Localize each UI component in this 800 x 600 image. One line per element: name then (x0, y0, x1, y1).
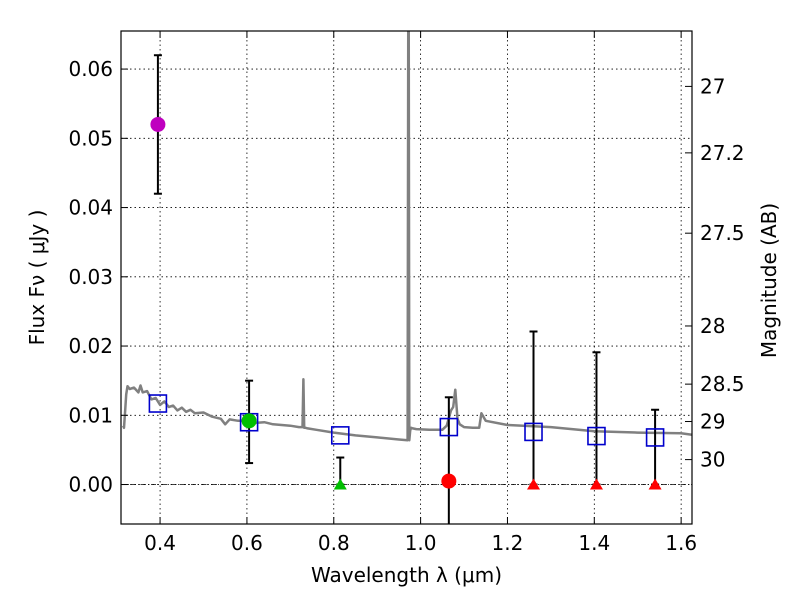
y-tick-label: 0.00 (68, 473, 113, 497)
model-flux-square (439, 417, 459, 437)
upper-limit-marker (527, 478, 541, 490)
x-tick-label: 0.6 (231, 531, 263, 555)
y-tick-label: 0.03 (68, 265, 113, 289)
axis-ticks: 0.4 0.6 0.8 1.0 1.2 1.4 1.6 0.00 0.01 0.02 0.03 0.0… (68, 31, 745, 555)
right-tick-label: 28.5 (700, 372, 745, 396)
y-axis-title: Flux Fν ( μJy ) (25, 210, 49, 346)
upper-limit-marker (648, 478, 662, 490)
x-tick-label: 1.2 (492, 531, 524, 555)
x-tick-label: 0.8 (318, 531, 350, 555)
observed-point (441, 473, 457, 489)
x-axis-title: Wavelength λ (μm) (311, 563, 502, 587)
observed-point (150, 116, 166, 132)
y-tick-label: 0.06 (68, 57, 113, 81)
x-tick-label: 1.0 (405, 531, 437, 555)
y-tick-label: 0.05 (68, 126, 113, 150)
plot-frame (120, 30, 693, 525)
upper-limit-marker (333, 478, 347, 490)
model-flux-square (645, 428, 665, 447)
right-tick-label: 27 (700, 74, 725, 98)
right-tick-label: 27.2 (700, 141, 745, 165)
x-tick-label: 0.4 (144, 531, 176, 555)
y-tick-label: 0.01 (68, 403, 113, 427)
data-points (148, 54, 665, 524)
right-axis-title: Magnitude (AB) (757, 203, 781, 358)
observed-point (241, 413, 257, 429)
right-tick-label: 27.5 (700, 221, 745, 245)
y-tick-label: 0.02 (68, 334, 113, 358)
x-tick-label: 1.4 (578, 531, 610, 555)
right-tick-label: 30 (700, 448, 725, 472)
y-tick-label: 0.04 (68, 196, 113, 220)
right-tick-label: 28 (700, 314, 725, 338)
model-flux-square (587, 426, 606, 446)
model-spectrum (122, 31, 692, 442)
grid-lines (121, 31, 692, 524)
model-flux-square (524, 422, 543, 442)
model-flux-square (330, 426, 350, 445)
model-flux-square (148, 394, 168, 413)
x-tick-label: 1.6 (665, 531, 697, 555)
spectrum-line (122, 31, 692, 442)
right-tick-label: 29 (700, 410, 725, 434)
upper-limit-marker (589, 478, 603, 490)
